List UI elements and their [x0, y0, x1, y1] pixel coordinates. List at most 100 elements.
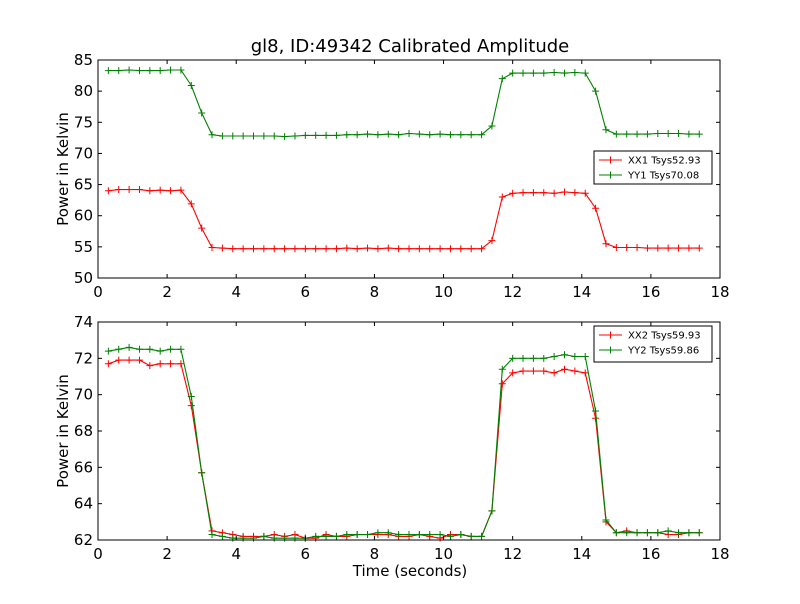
data-point — [270, 245, 278, 253]
data-point — [488, 122, 496, 130]
x-tick-label: 0 — [93, 545, 103, 563]
data-point — [281, 245, 289, 253]
y-tick-label: 60 — [74, 207, 93, 225]
x-tick-label: 4 — [231, 545, 241, 563]
data-point — [581, 369, 589, 377]
data-point — [446, 131, 454, 139]
data-point — [187, 402, 195, 410]
data-point — [685, 244, 693, 252]
data-point — [529, 367, 537, 375]
data-point — [446, 532, 454, 540]
y-tick-label: 85 — [74, 51, 93, 69]
data-point — [229, 245, 237, 253]
data-point — [602, 516, 610, 524]
data-point — [571, 353, 579, 361]
data-point — [695, 130, 703, 138]
legend-marker — [607, 346, 614, 354]
y-tick-label: 68 — [74, 422, 93, 440]
y-tick-label: 74 — [74, 313, 93, 331]
data-point — [643, 529, 651, 537]
legend-label: XX1 Tsys52.93 — [628, 156, 701, 167]
data-point — [571, 367, 579, 375]
data-point — [146, 362, 154, 370]
data-point — [198, 469, 206, 477]
data-point — [581, 353, 589, 361]
data-point — [115, 186, 123, 194]
legend-label: YY2 Tsys59.86 — [627, 346, 699, 357]
data-point — [218, 244, 226, 252]
data-point — [436, 130, 444, 138]
data-point — [343, 244, 351, 252]
x-tick-label: 0 — [93, 283, 103, 301]
data-point — [312, 245, 320, 253]
data-point — [592, 407, 600, 415]
data-point — [239, 132, 247, 140]
data-point — [612, 130, 620, 138]
data-point — [664, 244, 672, 252]
data-point — [685, 130, 693, 138]
data-point — [478, 131, 486, 139]
data-point — [415, 245, 423, 253]
data-point — [529, 69, 537, 77]
data-point — [198, 109, 206, 117]
data-point — [405, 129, 413, 137]
data-point — [561, 365, 568, 373]
data-point — [467, 532, 475, 540]
data-point — [529, 354, 537, 362]
data-point — [270, 132, 278, 140]
data-point — [167, 360, 175, 368]
data-point — [291, 534, 299, 542]
data-point — [343, 531, 351, 539]
y-tick-label: 80 — [74, 82, 93, 100]
data-point — [177, 360, 185, 368]
data-point — [291, 245, 299, 253]
data-point — [509, 369, 517, 377]
x-tick-label: 8 — [370, 545, 380, 563]
data-point — [187, 82, 195, 90]
legend-box — [593, 150, 713, 185]
data-point — [467, 245, 475, 253]
data-point — [436, 531, 444, 539]
data-point — [135, 356, 143, 364]
data-point — [135, 67, 143, 75]
data-point — [218, 532, 226, 540]
data-point — [177, 345, 185, 353]
data-point — [633, 130, 641, 138]
x-tick-label: 18 — [710, 283, 729, 301]
x-tick-label: 4 — [231, 283, 241, 301]
data-point — [260, 132, 268, 140]
x-tick-label: 10 — [434, 545, 453, 563]
y-tick-label: 66 — [74, 458, 93, 476]
data-point — [550, 189, 558, 197]
data-point — [239, 245, 247, 253]
data-point — [695, 529, 703, 537]
legend: XX2 Tsys59.93 YY2 Tsys59.86 — [593, 325, 713, 363]
data-point — [675, 529, 683, 537]
data-point — [602, 126, 610, 134]
legend-marker — [607, 156, 614, 164]
data-point — [540, 189, 548, 197]
data-point — [312, 131, 320, 139]
data-point — [540, 354, 548, 362]
y-tick-label: 75 — [74, 113, 93, 131]
data-point — [332, 245, 340, 253]
data-point — [623, 243, 631, 251]
data-point — [540, 69, 548, 77]
data-point — [675, 244, 683, 252]
data-point — [353, 245, 361, 253]
data-point — [322, 131, 330, 139]
x-tick-label: 14 — [572, 283, 591, 301]
y-axis-label: Power in Kelvin — [54, 374, 72, 488]
data-point — [167, 187, 175, 195]
data-point — [364, 130, 372, 138]
y-tick-label: 70 — [74, 386, 93, 404]
data-point — [395, 245, 403, 253]
legend-label: YY1 Tsys70.08 — [627, 171, 699, 182]
data-point — [643, 130, 651, 138]
data-point — [457, 531, 465, 539]
data-point — [104, 187, 112, 195]
x-tick-label: 12 — [503, 283, 522, 301]
data-point — [384, 244, 392, 252]
x-tick-label: 6 — [301, 545, 311, 563]
